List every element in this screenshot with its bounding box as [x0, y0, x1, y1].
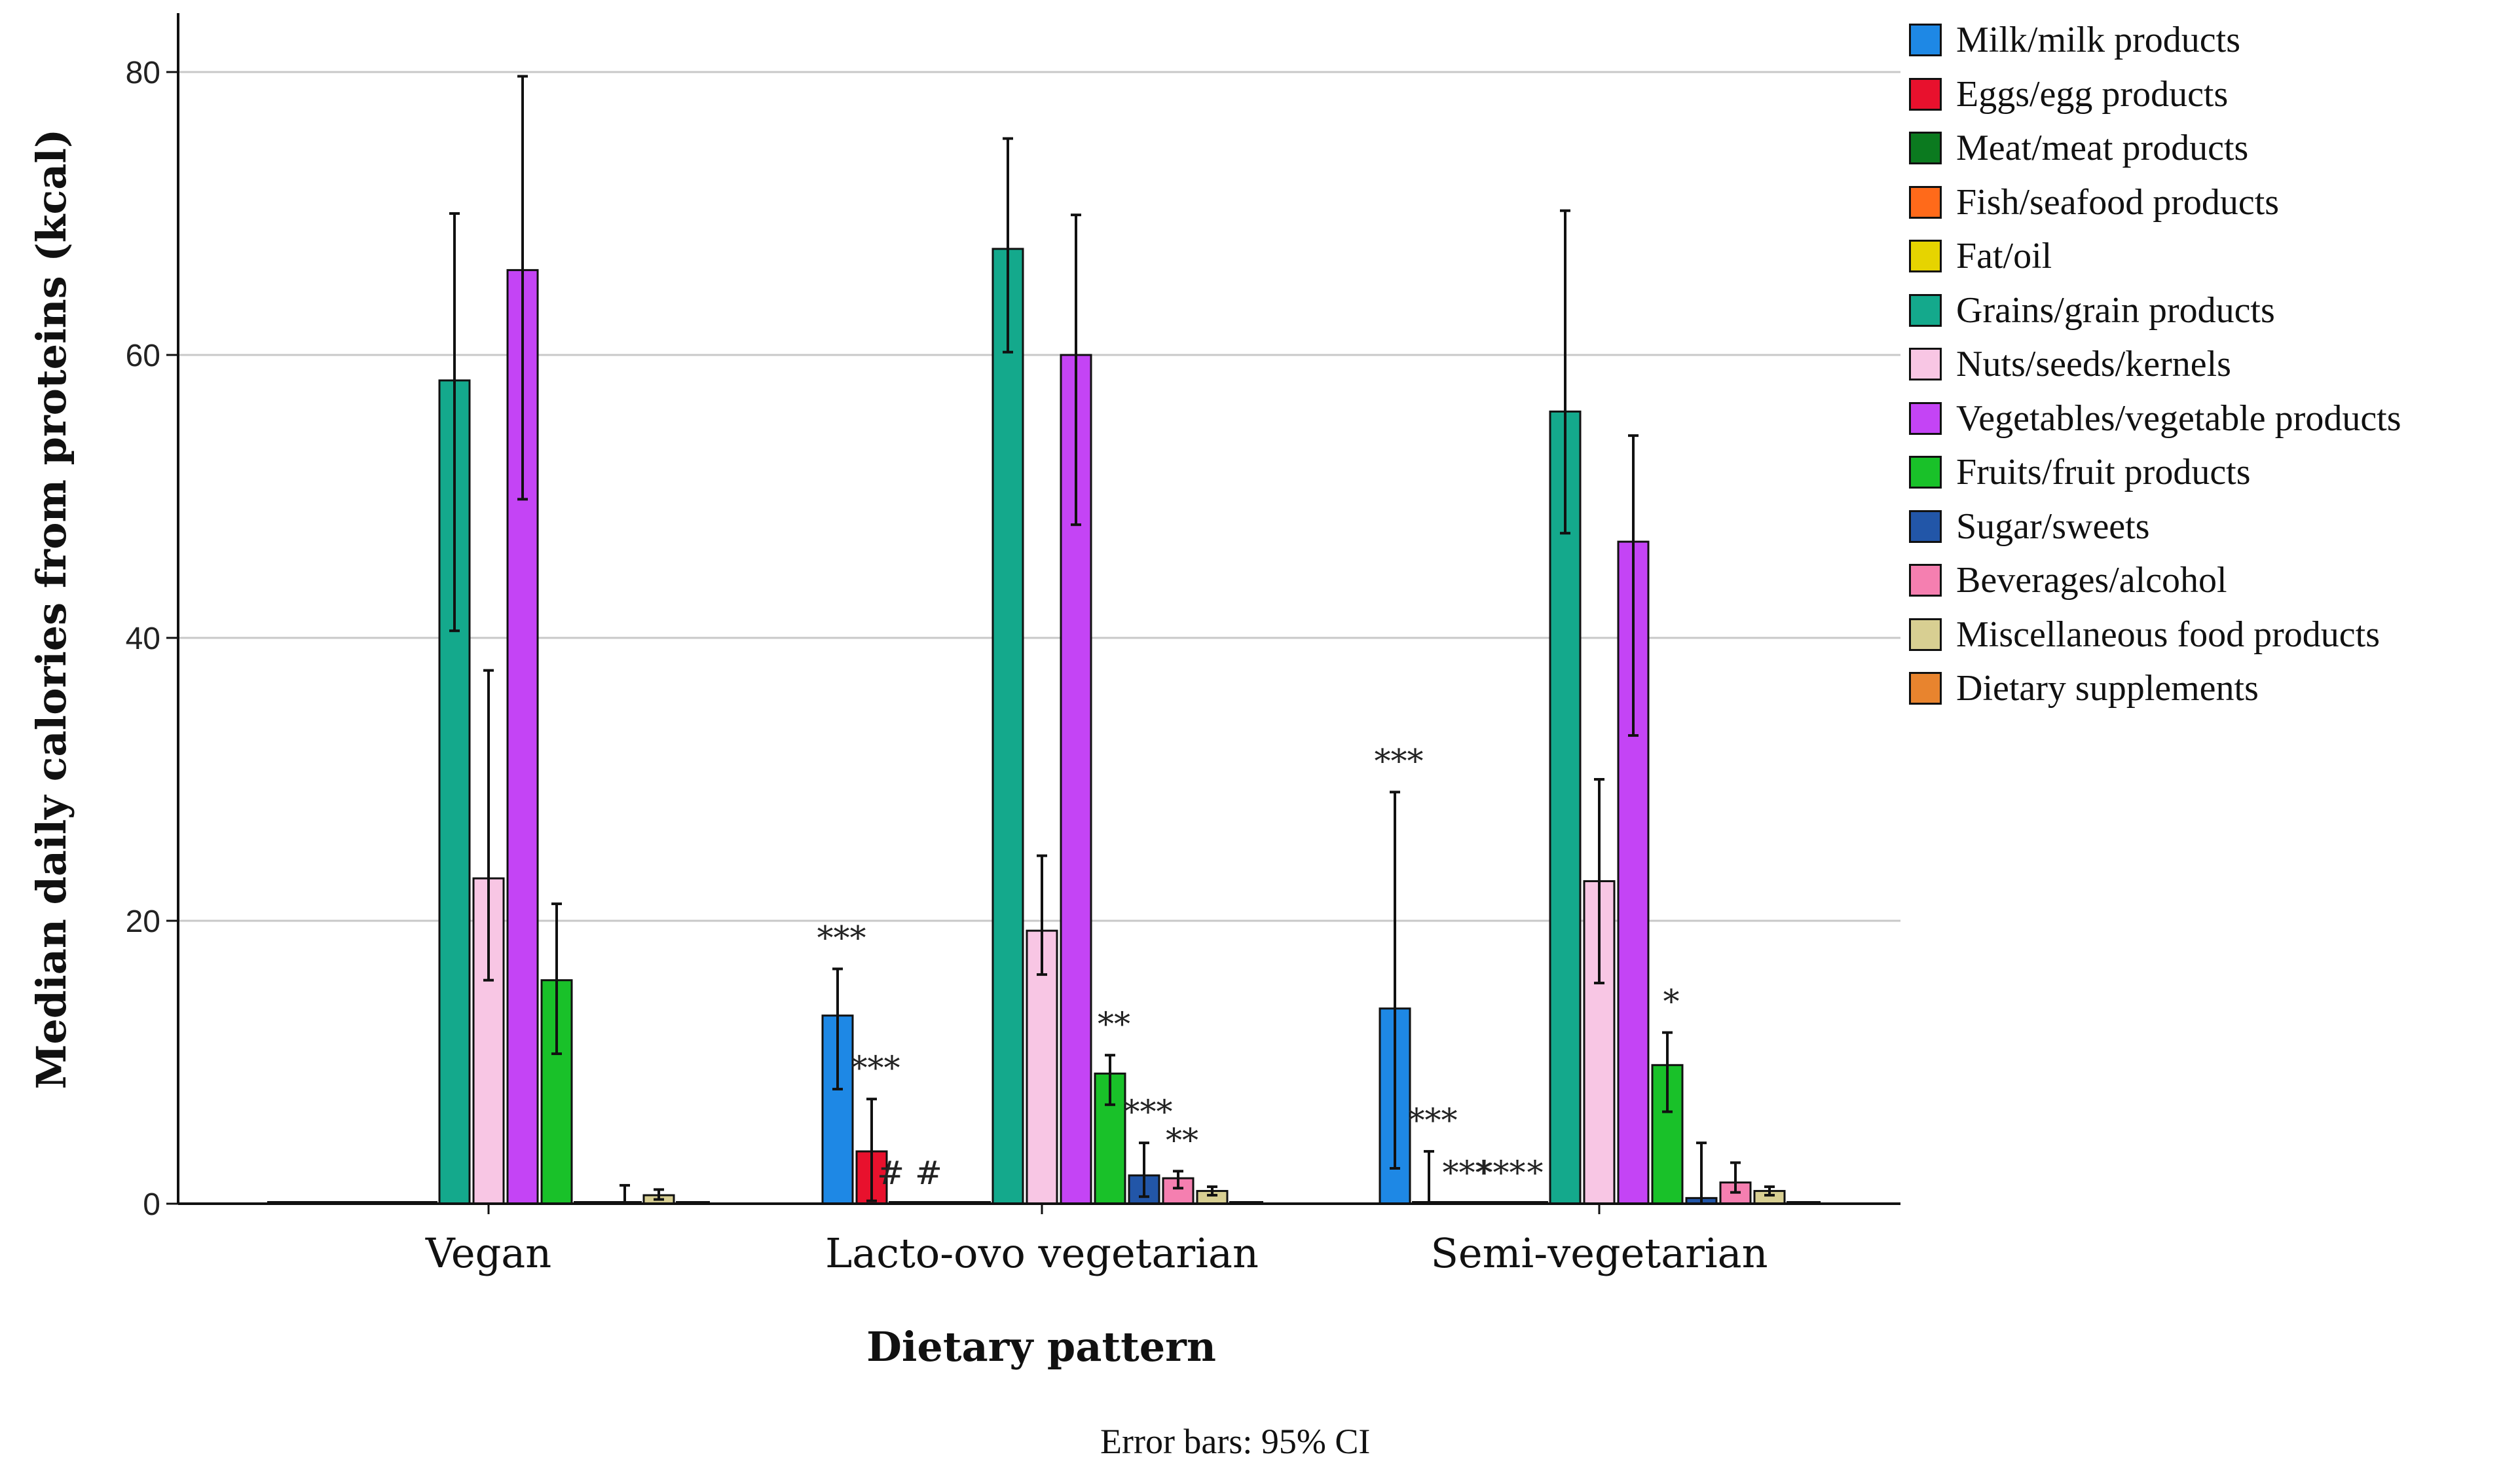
x-tick-label: Vegan — [425, 1229, 551, 1277]
legend-label: Beverages/alcohol — [1956, 560, 2227, 601]
significance-label: *** — [1375, 742, 1424, 780]
significance-label: ** — [1166, 1121, 1198, 1159]
legend-swatch — [1909, 401, 1942, 435]
legend-swatch — [1909, 618, 1942, 651]
y-tick-label: 0 — [143, 1187, 160, 1222]
x-axis-label: Dietary pattern — [866, 1323, 1216, 1371]
legend-label: Fat/oil — [1956, 236, 2052, 277]
legend-item: Beverages/alcohol — [1909, 553, 2401, 608]
y-tick-label: 60 — [126, 339, 160, 373]
significance-label: *** — [1443, 1154, 1492, 1192]
significance-label: # # — [877, 1154, 942, 1192]
bar — [1549, 410, 1582, 1205]
legend: Milk/milk products Eggs/egg products Meat/… — [1909, 13, 2401, 716]
legend-label: Fish/seafood products — [1956, 181, 2280, 223]
legend-item: Fish/seafood products — [1909, 176, 2401, 230]
x-tick-labels: Vegan Lacto-ovo vegetarian Semi-vegetarian — [425, 1229, 1768, 1277]
legend-label: Fruits/fruit products — [1956, 452, 2251, 493]
legend-label: Vegetables/vegetable products — [1956, 398, 2401, 439]
legend-label: Eggs/egg products — [1956, 73, 2229, 115]
legend-swatch — [1909, 185, 1942, 219]
legend-swatch — [1909, 348, 1942, 381]
y-tick-label: 20 — [126, 904, 160, 939]
footnote: Error bars: 95% CI — [1100, 1422, 1371, 1461]
legend-label: Miscellaneous food products — [1956, 614, 2380, 655]
legend-label: Grains/grain products — [1956, 289, 2275, 331]
significance-label: *** — [1124, 1093, 1173, 1131]
legend-swatch — [1909, 24, 1942, 57]
legend-item: Milk/milk products — [1909, 13, 2401, 67]
x-tick-label: Lacto-ovo vegetarian — [825, 1229, 1259, 1277]
y-axis-label: Median daily calories from proteins (kca… — [28, 129, 75, 1090]
significance-label: *** — [1409, 1102, 1458, 1140]
legend-swatch — [1909, 293, 1942, 327]
x-tick-label: Semi-vegetarian — [1430, 1229, 1768, 1277]
legend-item: Sugar/sweets — [1909, 500, 2401, 554]
legend-swatch — [1909, 456, 1942, 489]
legend-item: Fruits/fruit products — [1909, 445, 2401, 500]
significance-label: *** — [851, 1049, 900, 1087]
legend-item: Dietary supplements — [1909, 661, 2401, 716]
legend-swatch — [1909, 510, 1942, 543]
legend-label: Dietary supplements — [1956, 668, 2259, 709]
legend-swatch — [1909, 132, 1942, 165]
legend-swatch — [1909, 564, 1942, 597]
y-tick-label: 80 — [126, 56, 160, 90]
error-bars-layer — [449, 75, 1775, 1205]
legend-swatch — [1909, 240, 1942, 273]
legend-item: Nuts/seeds/kernels — [1909, 337, 2401, 392]
significance-label: * — [1663, 983, 1680, 1021]
axes — [166, 13, 1900, 1214]
bar — [991, 248, 1024, 1205]
legend-label: Sugar/sweets — [1956, 506, 2150, 547]
legend-item: Meat/meat products — [1909, 121, 2401, 176]
legend-item: Grains/grain products — [1909, 284, 2401, 338]
legend-swatch — [1909, 77, 1942, 111]
significance-label: ** — [1098, 1005, 1130, 1043]
legend-item: Fat/oil — [1909, 229, 2401, 284]
legend-swatch — [1909, 672, 1942, 705]
legend-item: Miscellaneous food products — [1909, 608, 2401, 662]
legend-item: Eggs/egg products — [1909, 67, 2401, 122]
bars-layer — [267, 248, 1821, 1205]
y-tick-label: 40 — [126, 621, 160, 656]
significance-label: *** — [817, 919, 866, 957]
legend-label: Meat/meat products — [1956, 128, 2249, 169]
y-tick-labels: 0 20 40 60 80 — [126, 56, 160, 1222]
significance-label: * — [1527, 1154, 1544, 1192]
significance-annotations: ************# # ****** ********* — [817, 742, 1680, 1192]
significance-label: *** — [1477, 1154, 1526, 1192]
legend-item: Vegetables/vegetable products — [1909, 392, 2401, 446]
legend-label: Nuts/seeds/kernels — [1956, 344, 2231, 385]
legend-label: Milk/milk products — [1956, 20, 2240, 61]
